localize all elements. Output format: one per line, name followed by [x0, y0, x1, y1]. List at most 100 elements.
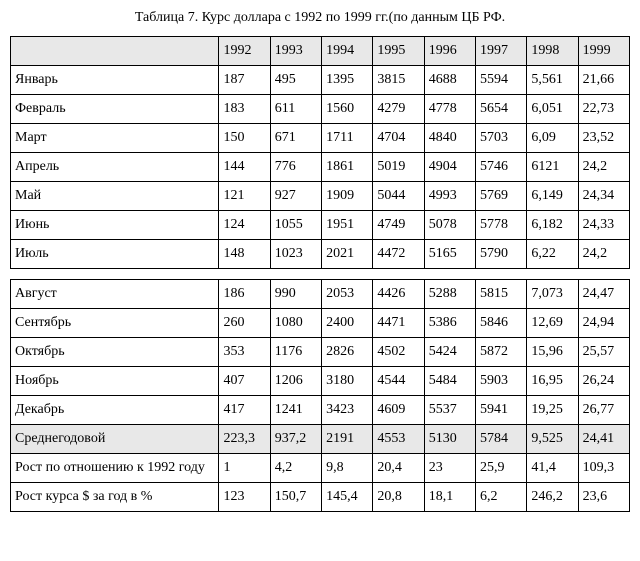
- cell: 5903: [476, 367, 527, 396]
- cell: 4840: [424, 124, 475, 153]
- cell: 1996: [424, 37, 475, 66]
- row-label: Среднегодовой: [11, 425, 219, 454]
- cell: 26,24: [578, 367, 629, 396]
- cell: 1711: [322, 124, 373, 153]
- usd-rate-table: 19921993199419951996199719981999Январь 18…: [10, 36, 630, 512]
- cell: 5424: [424, 338, 475, 367]
- table-row: Ноябрь4071206318045445484590316,9526,24: [11, 367, 630, 396]
- gap-row: [11, 269, 630, 280]
- table-row: 19921993199419951996199719981999: [11, 37, 630, 66]
- cell: 4544: [373, 367, 424, 396]
- cell: 671: [270, 124, 321, 153]
- row-label: Рост по отношению к 1992 году: [11, 454, 219, 483]
- cell: 5654: [476, 95, 527, 124]
- table-row: Август18699020534426528858157,07324,47: [11, 280, 630, 309]
- cell: 6,2: [476, 483, 527, 512]
- cell: 5941: [476, 396, 527, 425]
- cell: 5703: [476, 124, 527, 153]
- cell: 26,77: [578, 396, 629, 425]
- cell: 4471: [373, 309, 424, 338]
- cell: 6,22: [527, 240, 578, 269]
- cell: 5386: [424, 309, 475, 338]
- cell: 23,52: [578, 124, 629, 153]
- cell: 24,2: [578, 153, 629, 182]
- cell: 1951: [322, 211, 373, 240]
- cell: 927: [270, 182, 321, 211]
- cell: 123: [219, 483, 270, 512]
- cell: 5790: [476, 240, 527, 269]
- cell: 5784: [476, 425, 527, 454]
- cell: 5130: [424, 425, 475, 454]
- cell: 5,561: [527, 66, 578, 95]
- cell: 5846: [476, 309, 527, 338]
- cell: 5815: [476, 280, 527, 309]
- table-row: Декабрь4171241342346095537594119,2526,77: [11, 396, 630, 425]
- cell: 1994: [322, 37, 373, 66]
- cell: 150,7: [270, 483, 321, 512]
- cell: 148: [219, 240, 270, 269]
- cell: 19,25: [527, 396, 578, 425]
- cell: 1861: [322, 153, 373, 182]
- row-label: Сентябрь: [11, 309, 219, 338]
- cell: 5288: [424, 280, 475, 309]
- cell: 2826: [322, 338, 373, 367]
- cell: 15,96: [527, 338, 578, 367]
- cell: 776: [270, 153, 321, 182]
- cell: 24,33: [578, 211, 629, 240]
- cell: 12,69: [527, 309, 578, 338]
- cell: 23: [424, 454, 475, 483]
- table-row: Среднегодовой223,3937,221914553513057849…: [11, 425, 630, 454]
- table-row: Апрель1447761861501949045746612124,2: [11, 153, 630, 182]
- table-row: Рост курса $ за год в %123150,7145,420,8…: [11, 483, 630, 512]
- cell: 20,4: [373, 454, 424, 483]
- cell: 495: [270, 66, 321, 95]
- cell: 1: [219, 454, 270, 483]
- table-row: Март15067117114704484057036,0923,52: [11, 124, 630, 153]
- cell: 5044: [373, 182, 424, 211]
- cell: 145,4: [322, 483, 373, 512]
- cell: 121: [219, 182, 270, 211]
- cell: 41,4: [527, 454, 578, 483]
- cell: 1993: [270, 37, 321, 66]
- cell: 144: [219, 153, 270, 182]
- row-label: Январь: [11, 66, 219, 95]
- row-label: Апрель: [11, 153, 219, 182]
- cell: 2053: [322, 280, 373, 309]
- row-label: [11, 37, 219, 66]
- cell: 5594: [476, 66, 527, 95]
- table-row: Рост по отношению к 1992 году14,29,820,4…: [11, 454, 630, 483]
- row-label: Ноябрь: [11, 367, 219, 396]
- row-label: Февраль: [11, 95, 219, 124]
- cell: 1080: [270, 309, 321, 338]
- cell: 407: [219, 367, 270, 396]
- cell: 260: [219, 309, 270, 338]
- cell: 3180: [322, 367, 373, 396]
- row-label: Октябрь: [11, 338, 219, 367]
- cell: 1998: [527, 37, 578, 66]
- cell: 20,8: [373, 483, 424, 512]
- cell: 6,182: [527, 211, 578, 240]
- cell: 23,6: [578, 483, 629, 512]
- cell: 4553: [373, 425, 424, 454]
- table-row: Февраль18361115604279477856546,05122,73: [11, 95, 630, 124]
- cell: 1560: [322, 95, 373, 124]
- cell: 6,09: [527, 124, 578, 153]
- cell: 5872: [476, 338, 527, 367]
- cell: 4609: [373, 396, 424, 425]
- cell: 9,8: [322, 454, 373, 483]
- cell: 25,57: [578, 338, 629, 367]
- table-row: Май12192719095044499357696,14924,34: [11, 182, 630, 211]
- cell: 417: [219, 396, 270, 425]
- cell: 24,34: [578, 182, 629, 211]
- cell: 1909: [322, 182, 373, 211]
- cell: 5019: [373, 153, 424, 182]
- cell: 4778: [424, 95, 475, 124]
- row-label: Рост курса $ за год в %: [11, 483, 219, 512]
- cell: 4704: [373, 124, 424, 153]
- cell: 4,2: [270, 454, 321, 483]
- cell: 4472: [373, 240, 424, 269]
- cell: 3423: [322, 396, 373, 425]
- cell: 1997: [476, 37, 527, 66]
- row-label: Июль: [11, 240, 219, 269]
- cell: 5165: [424, 240, 475, 269]
